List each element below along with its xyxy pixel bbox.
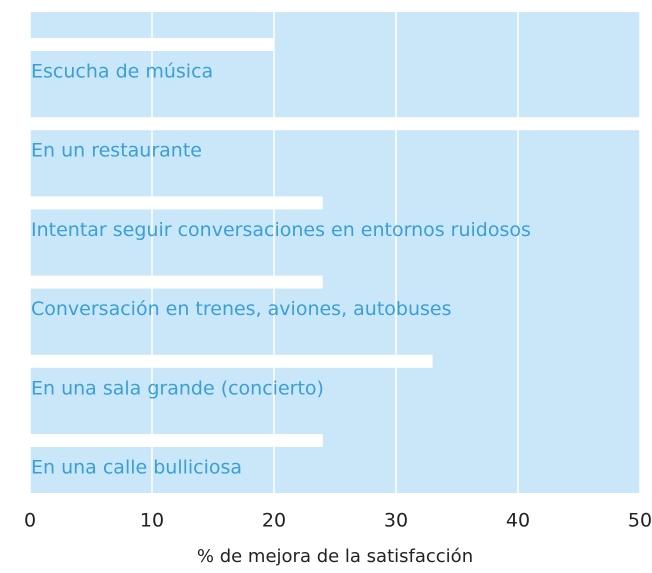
x-axis-label: % de mejora de la satisfacción bbox=[197, 546, 473, 567]
bar bbox=[30, 354, 433, 368]
x-tick-label: 50 bbox=[628, 510, 652, 532]
x-tick-label: 0 bbox=[24, 510, 36, 532]
plot-background bbox=[30, 12, 640, 493]
category-label: Intentar seguir conversaciones en entorn… bbox=[31, 219, 531, 241]
bar bbox=[30, 434, 323, 447]
category-label: Conversación en trenes, aviones, autobus… bbox=[31, 298, 452, 320]
category-label: Escucha de música bbox=[31, 61, 213, 83]
bar bbox=[30, 38, 274, 51]
x-tick-label: 10 bbox=[140, 510, 164, 532]
x-tick-label: 20 bbox=[262, 510, 286, 532]
category-label: En una calle bulliciosa bbox=[31, 457, 242, 479]
bar bbox=[30, 117, 640, 131]
category-label: En un restaurante bbox=[31, 140, 202, 162]
x-tick-label: 40 bbox=[506, 510, 530, 532]
category-label: En una sala grande (concierto) bbox=[31, 377, 324, 399]
bar bbox=[30, 275, 323, 289]
x-tick-label: 30 bbox=[384, 510, 408, 532]
bar bbox=[30, 196, 323, 210]
